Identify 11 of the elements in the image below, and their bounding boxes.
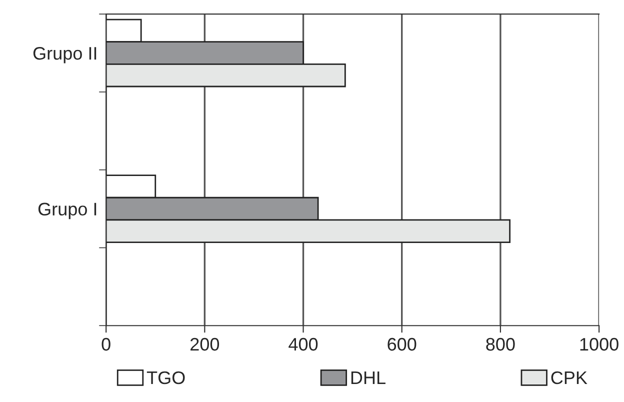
legend-label: DHL [351,372,386,384]
y-tick-label: Grupo II [33,46,96,64]
x-tick-label: 1000 [580,338,618,351]
legend-label: CPK [551,371,588,384]
x-tick-label: 800 [486,338,515,351]
x-tick-label: 600 [388,338,416,351]
y-tick-label: Grupo I [38,202,96,220]
legend-label: TGO [146,371,185,384]
x-tick-label: 400 [288,338,318,351]
x-tick-label: 0 [102,338,110,351]
x-tick-label: 200 [190,338,220,351]
